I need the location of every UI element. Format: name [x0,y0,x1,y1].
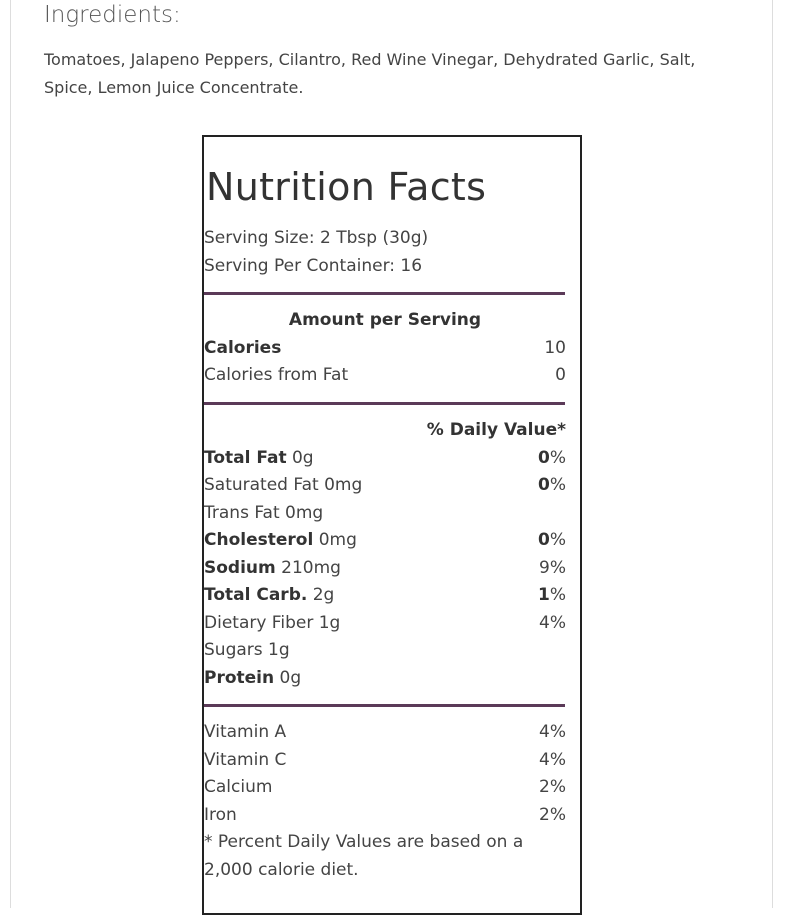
vitamin-pct: 4% [539,749,566,770]
nutrient-amount: 1g [268,640,290,660]
nutrient-amount: 0g [279,667,302,688]
footnote-text-1: * Percent Daily Values are based on a [204,832,524,852]
nutrition-facts-title: Nutrition Facts [206,165,487,209]
nutrient-pct: 4% [539,612,566,633]
vitamin-pct: 2% [539,804,566,825]
daily-value-header: % Daily Value* [204,417,566,445]
ingredients-title: Ingredients: [44,2,181,28]
footnote-line-1: * Percent Daily Values are based on a [204,829,566,857]
nutrient-row: Total Fat 0g 0% [204,445,566,473]
nutrient-pct-value: 0 [538,475,550,495]
nutrient-row: Dietary Fiber 1g 4% [204,610,566,638]
calories-label: Calories [204,337,282,358]
servings-per-container: Serving Per Container: 16 [204,253,566,281]
vitamin-row: Iron 2% [204,802,566,830]
nutrient-amount: 210mg [281,557,341,578]
nutrient-pct: 0% [538,475,566,495]
nutrient-pct-value: 4 [539,612,550,633]
nutrient-pct: 0% [538,530,566,550]
nutrient-row: Total Carb. 2g 1% [204,582,566,610]
calories-from-fat-row: Calories from Fat 0 [204,362,566,390]
nutrient-pct-value: 1 [538,585,550,605]
vitamin-row: Vitamin C 4% [204,747,566,775]
nutrient-pct-value: 9 [539,557,550,578]
vitamin-pct: 2% [539,777,566,797]
nutrient-name: Protein [204,667,275,688]
footnote-text-2: 2,000 calorie diet. [204,859,359,880]
nutrient-name-amount: Total Fat 0g [204,445,314,473]
calories-value: 10 [544,337,566,358]
divider [204,704,565,707]
nutrient-name-amount: Dietary Fiber 1g [204,610,340,638]
vitamin-name: Iron [204,804,237,825]
divider [204,402,565,405]
nutrient-pct: 0% [538,447,566,468]
nutrient-name: Sugars [204,640,263,660]
nutrient-name: Dietary Fiber [204,612,314,633]
divider [204,292,565,295]
amount-per-serving-header: Amount per Serving [204,307,566,335]
nutrient-name: Total Fat [204,447,287,468]
nutrient-name-amount: Total Carb. 2g [204,582,334,610]
nutrient-name: Cholesterol [204,530,314,550]
nutrient-amount: 1g [318,612,341,633]
nutrient-amount: 0mg [324,475,363,495]
vitamin-name: Vitamin C [204,749,287,770]
nutrient-amount: 0g [291,447,314,468]
dv-header-text: % Daily Value* [426,420,566,440]
nutrition-label: Nutrition Facts Serving Size: 2 Tbsp (30… [202,135,582,915]
nutrient-pct-value: 0 [538,530,550,550]
nutrient-pct: 1% [538,585,566,605]
servings-text: Serving Per Container: 16 [204,255,423,276]
ingredients-text: Tomatoes, Jalapeno Peppers, Cilantro, Re… [44,50,696,97]
nutrient-name-amount: Sugars 1g [204,637,290,665]
vitamin-name: Vitamin A [204,722,287,742]
nutrient-name: Sodium [204,557,276,578]
vitamin-row: Calcium 2% [204,774,566,802]
nutrient-pct-value: 0 [538,447,550,468]
calories-fat-value: 0 [555,365,566,385]
serving-size: Serving Size: 2 Tbsp (30g) [204,225,566,253]
nutrient-name: Saturated Fat [204,475,319,495]
nutrient-row: Trans Fat 0mg [204,500,566,528]
nutrient-amount: 2g [312,585,335,605]
nutrient-amount: 0mg [318,530,357,550]
vitamin-row: Vitamin A 4% [204,719,566,747]
nutrient-amount: 0mg [285,502,324,523]
nutrient-name-amount: Cholesterol 0mg [204,527,357,555]
page-container [10,0,773,908]
vitamin-pct: 4% [539,722,566,742]
nutrient-name-amount: Protein 0g [204,665,301,693]
serving-size-text: Serving Size: 2 Tbsp (30g) [204,228,429,248]
nutrient-name: Trans Fat [204,502,280,523]
nutrient-pct: 9% [539,557,566,578]
calories-row: Calories 10 [204,335,566,363]
nutrient-row: Cholesterol 0mg 0% [204,527,566,555]
nutrient-name: Total Carb. [204,585,308,605]
nutrient-name-amount: Sodium 210mg [204,555,341,583]
nutrient-name-amount: Saturated Fat 0mg [204,472,362,500]
nutrient-row: Saturated Fat 0mg 0% [204,472,566,500]
nutrient-row: Sugars 1g [204,637,566,665]
nutrient-row: Protein 0g [204,665,566,693]
amount-header-text: Amount per Serving [288,310,482,330]
nutrient-name-amount: Trans Fat 0mg [204,500,323,528]
nutrient-row: Sodium 210mg 9% [204,555,566,583]
vitamin-name: Calcium [204,777,273,797]
calories-fat-label: Calories from Fat [204,365,349,385]
footnote-line-2: 2,000 calorie diet. [204,857,566,885]
